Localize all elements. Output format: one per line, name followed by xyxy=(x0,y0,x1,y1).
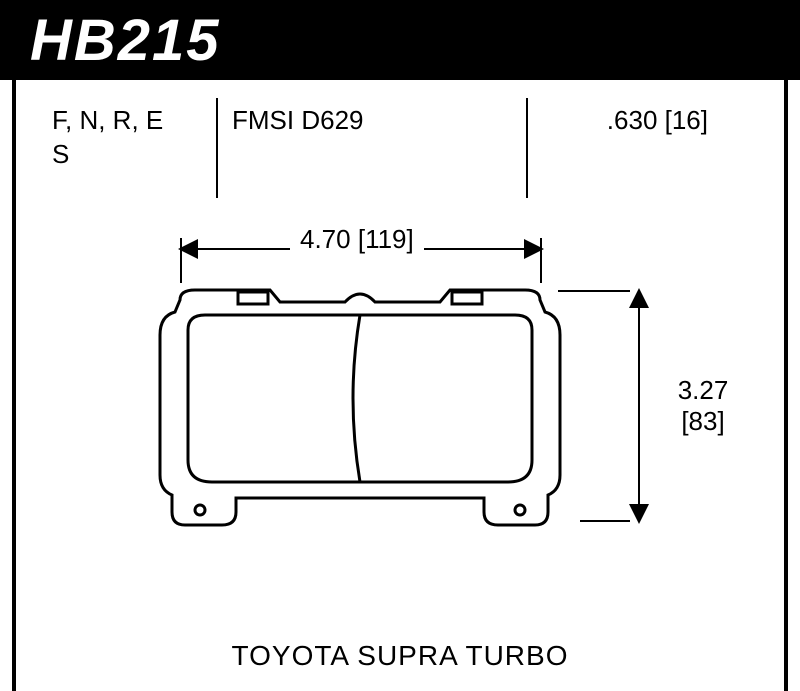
spec-compounds: F, N, R, E S xyxy=(38,98,218,198)
arrow-down-icon xyxy=(629,504,649,524)
width-label: 4.70 [119] xyxy=(290,224,424,255)
height-mm: [83] xyxy=(668,406,738,437)
height-dimension: 3.27 [83] xyxy=(620,290,660,522)
spec-fmsi: FMSI D629 xyxy=(218,98,528,198)
arrow-right-icon xyxy=(524,239,544,259)
compounds-line1: F, N, R, E xyxy=(52,104,206,138)
height-inches: 3.27 xyxy=(668,375,738,406)
dimension-line xyxy=(638,290,640,522)
arrow-up-icon xyxy=(629,288,649,308)
part-number: HB215 xyxy=(30,7,221,74)
width-inches: 4.70 xyxy=(300,224,351,254)
compounds-line2: S xyxy=(52,138,206,172)
width-dimension: 4.70 [119] xyxy=(180,230,542,270)
diagram-area: 4.70 [119] 3.27 [83] xyxy=(0,230,800,650)
caption: TOYOTA SUPRA TURBO xyxy=(0,640,800,672)
header-bar: HB215 xyxy=(0,0,800,80)
brake-pad-outline xyxy=(150,280,570,540)
width-mm: [119] xyxy=(358,224,414,254)
arrow-left-icon xyxy=(178,239,198,259)
spec-thickness: .630 [16] xyxy=(528,98,768,198)
spec-row: F, N, R, E S FMSI D629 .630 [16] xyxy=(38,98,768,198)
height-label: 3.27 [83] xyxy=(668,375,738,437)
